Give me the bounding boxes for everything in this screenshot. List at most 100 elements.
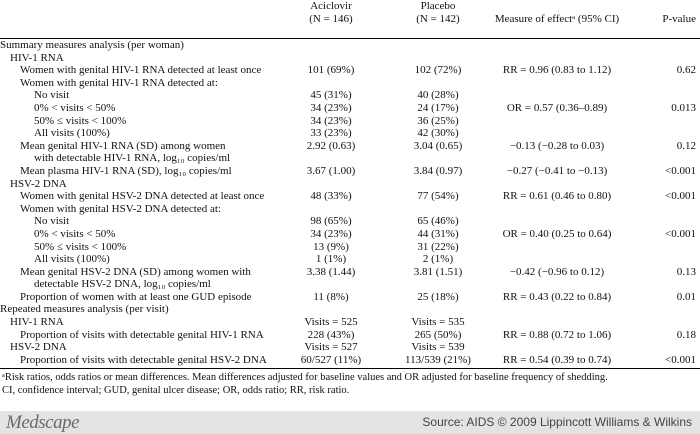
table-bottom-rule xyxy=(0,368,700,370)
table-row: Proportion of visits with detectable gen… xyxy=(0,329,700,342)
row-label: All visits (100%) xyxy=(34,253,110,266)
table-row: with detectable HIV-1 RNA, log₁₀ copies/… xyxy=(0,152,700,165)
table-row: 50% ≤ visits < 100% 13 (9%) 31 (22%) xyxy=(0,241,700,254)
effect-value: −0.27 (−0.41 to −0.13) xyxy=(506,164,608,177)
pvalue-value: 0.62 xyxy=(676,64,696,77)
aciclovir-n: (N = 146) xyxy=(309,13,353,25)
aciclovir-value: 228 (43%) xyxy=(307,328,355,341)
placebo-value: 25 (18%) xyxy=(417,290,459,303)
pvalue-value: <0.001 xyxy=(665,164,696,177)
placebo-value: Visits = 535 xyxy=(411,316,465,329)
table-row: Women with genital HSV-2 DNA detected at… xyxy=(0,190,700,203)
medscape-logo[interactable]: Medscape xyxy=(6,412,80,433)
row-label: Women with genital HIV-1 RNA detected at… xyxy=(20,76,218,89)
aciclovir-value: 33 (23%) xyxy=(310,127,352,140)
aciclovir-value: 60/527 (11%) xyxy=(300,353,362,366)
row-label: All visits (100%) xyxy=(34,127,110,140)
pvalue-value: <0.001 xyxy=(665,190,696,203)
table-header: Aciclovir (N = 146) Placebo (N = 142) Me… xyxy=(0,0,700,39)
pvalue-value: <0.001 xyxy=(665,227,696,240)
row-label: HSV-2 DNA xyxy=(10,341,67,354)
table-row: 50% ≤ visits < 100% 34 (23%) 36 (25%) xyxy=(0,115,700,128)
placebo-value: 31 (22%) xyxy=(417,240,459,253)
aciclovir-value: 45 (31%) xyxy=(310,89,352,102)
aciclovir-value: 11 (8%) xyxy=(313,290,349,303)
placebo-value: 42 (30%) xyxy=(417,127,459,140)
aciclovir-value: 34 (23%) xyxy=(310,101,352,114)
table-row: 0% < visits < 50% 34 (23%) 24 (17%) OR = 0.… xyxy=(0,102,700,115)
placebo-value: 2 (1%) xyxy=(422,253,454,266)
effect-header: Measure of effectᵃ (95% CI) xyxy=(494,13,620,25)
table-row: detectable HSV-2 DNA, log₁₀ copies/ml xyxy=(0,278,700,291)
placebo-value: 3.04 (0.65) xyxy=(413,139,463,152)
pvalue-value: 0.13 xyxy=(676,265,696,278)
placebo-value: 265 (50%) xyxy=(414,328,462,341)
row-label: Proportion of visits with detectable gen… xyxy=(20,353,267,366)
table-row: Summary measures analysis (per woman) xyxy=(0,39,700,52)
aciclovir-value: 13 (9%) xyxy=(313,240,349,253)
footnote-a: ᵃRisk ratios, odds ratios or mean differ… xyxy=(2,372,608,384)
aciclovir-value: Visits = 527 xyxy=(304,341,358,354)
table-row: HIV-1 RNA Visits = 525 Visits = 535 xyxy=(0,316,700,329)
placebo-n: (N = 142) xyxy=(416,13,460,25)
placebo-value: 77 (54%) xyxy=(417,190,459,203)
table-body: Summary measures analysis (per woman) HIV… xyxy=(0,39,700,366)
row-label: 0% < visits < 50% xyxy=(34,227,116,240)
pvalue-value: 0.18 xyxy=(676,328,696,341)
table-row: Women with genital HIV-1 RNA detected at… xyxy=(0,77,700,90)
results-table: Aciclovir (N = 146) Placebo (N = 142) Me… xyxy=(0,0,700,397)
placebo-value: 113/539 (21%) xyxy=(405,353,471,366)
placebo-value: 65 (46%) xyxy=(417,215,459,228)
placebo-value: 36 (25%) xyxy=(417,114,459,127)
row-label: Mean genital HIV-1 RNA (SD) among women xyxy=(20,139,226,152)
table-row: HIV-1 RNA xyxy=(0,52,700,65)
row-label: HIV-1 RNA xyxy=(10,316,64,329)
effect-value: RR = 0.96 (0.83 to 1.12) xyxy=(502,64,612,77)
aciclovir-value: 101 (69%) xyxy=(307,64,355,77)
placebo-value: 3.81 (1.51) xyxy=(413,265,463,278)
placebo-label: Placebo xyxy=(420,0,456,12)
table-row: All visits (100%) 1 (1%) 2 (1%) xyxy=(0,253,700,266)
aciclovir-value: 34 (23%) xyxy=(310,114,352,127)
aciclovir-value: Visits = 525 xyxy=(304,316,358,329)
table-row: Proportion of women with at least one GU… xyxy=(0,291,700,304)
abbreviations-note: CI, confidence interval; GUD, genital ul… xyxy=(2,385,350,397)
row-label: HIV-1 RNA xyxy=(10,51,64,64)
effect-value: OR = 0.57 (0.36–0.89) xyxy=(506,101,608,114)
aciclovir-value: 3.38 (1.44) xyxy=(306,265,356,278)
aciclovir-value: 48 (33%) xyxy=(310,190,352,203)
table-row: Repeated measures analysis (per visit) xyxy=(0,303,700,316)
row-label: Mean genital HSV-2 DNA (SD) among women … xyxy=(20,265,251,278)
source-credit: Source: AIDS © 2009 Lippincott Williams … xyxy=(422,415,692,429)
placebo-value: 40 (28%) xyxy=(417,89,459,102)
placebo-value: Visits = 539 xyxy=(411,341,465,354)
placebo-value: 3.84 (0.97) xyxy=(413,164,463,177)
table-row: All visits (100%) 33 (23%) 42 (30%) xyxy=(0,127,700,140)
row-label: Mean plasma HIV-1 RNA (SD), log₁₀ copies… xyxy=(20,164,232,177)
aciclovir-header: Aciclovir (N = 146) xyxy=(283,0,379,26)
placebo-value: 102 (72%) xyxy=(414,64,462,77)
table-row: HSV-2 DNA xyxy=(0,178,700,191)
table-notes: ᵃRisk ratios, odds ratios or mean differ… xyxy=(0,369,700,397)
row-label: Women with genital HSV-2 DNA detected at… xyxy=(20,190,265,203)
table-row: No visit 98 (65%) 65 (46%) xyxy=(0,215,700,228)
row-label: No visit xyxy=(34,89,70,102)
pvalue-value: 0.013 xyxy=(671,101,696,114)
row-label: Women with genital HSV-2 DNA detected at… xyxy=(20,202,221,215)
effect-value: RR = 0.88 (0.72 to 1.06) xyxy=(502,328,612,341)
effect-value: −0.42 (−0.96 to 0.12) xyxy=(509,265,605,278)
pvalue-value: 0.12 xyxy=(676,139,696,152)
row-label: Women with genital HIV-1 RNA detected at… xyxy=(20,64,262,77)
row-label: 0% < visits < 50% xyxy=(34,101,116,114)
table-row: Mean genital HIV-1 RNA (SD) among women 2… xyxy=(0,140,700,153)
table-row: Mean plasma HIV-1 RNA (SD), log₁₀ copies… xyxy=(0,165,700,178)
row-label: No visit xyxy=(34,215,70,228)
aciclovir-label: Aciclovir xyxy=(310,0,352,12)
effect-value: RR = 0.43 (0.22 to 0.84) xyxy=(502,290,612,303)
row-label: Summary measures analysis (per woman) xyxy=(0,39,184,51)
row-label: detectable HSV-2 DNA, log₁₀ copies/ml xyxy=(34,278,211,291)
table-row: Women with genital HSV-2 DNA detected at… xyxy=(0,203,700,216)
row-label: Proportion of visits with detectable gen… xyxy=(20,328,264,341)
aciclovir-value: 1 (1%) xyxy=(315,253,347,266)
effect-value: −0.13 (−0.28 to 0.03) xyxy=(509,139,605,152)
